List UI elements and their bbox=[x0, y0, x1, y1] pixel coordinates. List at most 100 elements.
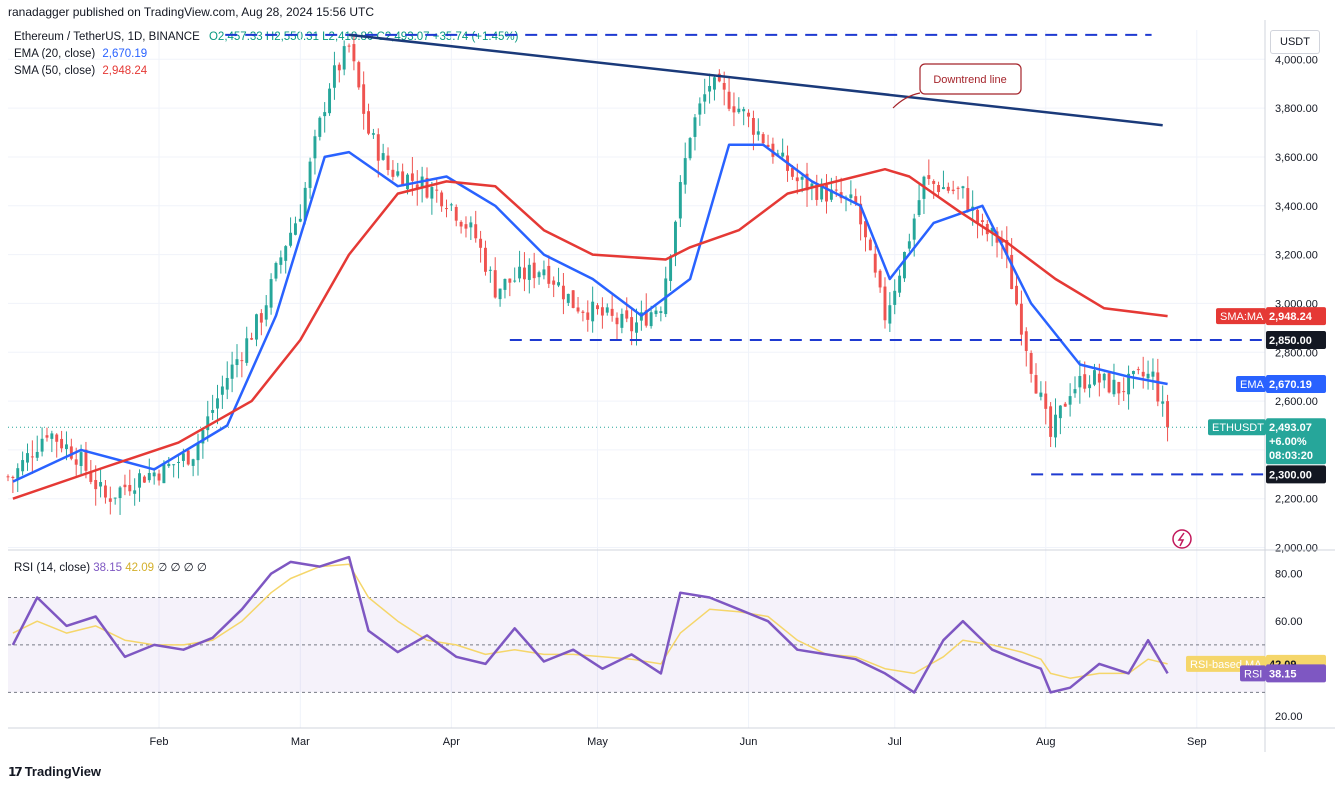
last-price-tag bbox=[1266, 418, 1326, 465]
candle-body bbox=[683, 158, 687, 185]
candle-body bbox=[318, 117, 322, 137]
candle-body bbox=[1093, 370, 1096, 385]
candle-body bbox=[259, 313, 263, 323]
candle-body bbox=[89, 472, 93, 482]
candle-body bbox=[766, 144, 770, 147]
candle-body bbox=[211, 410, 215, 413]
candle-body bbox=[586, 312, 590, 320]
last-price-tag-text: +6.00% bbox=[1269, 436, 1307, 448]
candle-body bbox=[917, 200, 921, 216]
candle-body bbox=[1088, 384, 1092, 389]
sma-value: 2,948.24 bbox=[102, 65, 148, 77]
price-axis-tick: 2,800.00 bbox=[1275, 347, 1318, 359]
rsi-value-tag-text: 38.15 bbox=[1269, 668, 1297, 680]
sma-label: SMA (50, close) bbox=[14, 65, 96, 77]
candle-body bbox=[157, 473, 161, 481]
candle-body bbox=[415, 184, 419, 189]
candle-body bbox=[527, 264, 531, 280]
rsi-ma-value: 42.09 bbox=[125, 562, 155, 574]
candle-body bbox=[177, 461, 180, 463]
candle-body bbox=[401, 171, 405, 187]
candle-body bbox=[269, 279, 273, 308]
candle-body bbox=[951, 189, 955, 192]
candle-body bbox=[722, 82, 726, 90]
candle-body bbox=[571, 290, 575, 308]
lightning-icon[interactable] bbox=[1172, 529, 1192, 549]
sma-label-text: SMA:MA bbox=[1220, 311, 1264, 323]
candle-body bbox=[1112, 379, 1116, 395]
candle-body bbox=[829, 189, 833, 200]
candle-body bbox=[659, 311, 663, 314]
sma-value-tag-text: 2,948.24 bbox=[1269, 311, 1313, 323]
candle-body bbox=[815, 184, 819, 200]
symbol-name[interactable]: Ethereum / TetherUS, 1D, BINANCE bbox=[14, 31, 200, 43]
candle-body bbox=[196, 442, 200, 461]
candle-body bbox=[907, 241, 911, 249]
price-axis-tick: 2,200.00 bbox=[1275, 494, 1318, 506]
candle-body bbox=[162, 463, 166, 484]
candle-body bbox=[893, 290, 897, 305]
candle-body bbox=[561, 285, 565, 300]
candle-body bbox=[1097, 373, 1101, 383]
candle-body bbox=[488, 269, 492, 271]
level-2850-tag bbox=[1266, 331, 1326, 350]
candle-body bbox=[937, 185, 941, 193]
candle-body bbox=[518, 266, 522, 279]
candle-body bbox=[878, 270, 882, 288]
tradingview-logo[interactable]: 𝟭𝟳 TradingView bbox=[8, 764, 101, 779]
price-axis-tick: 4,000.00 bbox=[1275, 54, 1318, 66]
candle-body bbox=[712, 77, 716, 90]
candle-body bbox=[532, 262, 536, 279]
candle-body bbox=[1122, 391, 1126, 393]
candle-body bbox=[669, 255, 673, 281]
candle-body bbox=[751, 117, 755, 135]
sma-value-tag bbox=[1266, 307, 1326, 326]
price-axis-tick: 3,600.00 bbox=[1275, 152, 1318, 164]
candle-body bbox=[834, 189, 838, 191]
candle-body bbox=[410, 173, 414, 181]
candle-body bbox=[625, 310, 629, 319]
currency-button[interactable]: USDT bbox=[1270, 30, 1320, 54]
candle-body bbox=[946, 186, 950, 191]
candle-body bbox=[449, 204, 453, 206]
candle-body bbox=[250, 338, 254, 340]
candle-body bbox=[1049, 406, 1053, 437]
candle-body bbox=[230, 364, 234, 379]
candle-body bbox=[1127, 373, 1131, 395]
candle-body bbox=[800, 176, 804, 180]
candle-body bbox=[342, 46, 346, 70]
candle-body bbox=[235, 359, 239, 366]
candle-body bbox=[888, 305, 892, 324]
candle-body bbox=[864, 221, 867, 238]
candle-body bbox=[308, 161, 312, 188]
level-2850-tag-text: 2,850.00 bbox=[1269, 335, 1312, 347]
candle-body bbox=[537, 272, 541, 278]
candle-body bbox=[932, 180, 936, 184]
downtrend-line[interactable] bbox=[348, 33, 1163, 127]
candle-body bbox=[674, 221, 677, 256]
legend-rsi-row[interactable]: RSI (14, close) 38.15 42.09 ∅ ∅ ∅ ∅ bbox=[14, 560, 207, 574]
annotation-box[interactable] bbox=[919, 63, 1022, 95]
candle-body bbox=[328, 88, 332, 114]
candle-body bbox=[600, 307, 604, 316]
last-price-tag-text: 08:03:20 bbox=[1269, 450, 1313, 462]
candle-body bbox=[708, 85, 712, 92]
price-axis-tick: 2,600.00 bbox=[1275, 396, 1318, 408]
candle-body bbox=[990, 227, 994, 234]
price-axis-tick: 3,800.00 bbox=[1275, 103, 1318, 115]
candle-body bbox=[727, 91, 731, 109]
candle-body bbox=[26, 453, 29, 463]
candle-body bbox=[610, 308, 614, 316]
candle-body bbox=[186, 450, 190, 465]
candle-body bbox=[498, 288, 502, 300]
legend-ema-row[interactable]: EMA (20, close) 2,670.19 bbox=[14, 48, 147, 60]
candle-body bbox=[220, 386, 224, 395]
candle-body bbox=[810, 183, 814, 188]
candle-body bbox=[94, 479, 98, 490]
candle-body bbox=[289, 232, 293, 246]
legend-sma-row[interactable]: SMA (50, close) 2,948.24 bbox=[14, 65, 147, 77]
candle-body bbox=[191, 459, 195, 466]
candle-body bbox=[542, 269, 546, 276]
candle-body bbox=[688, 138, 692, 159]
